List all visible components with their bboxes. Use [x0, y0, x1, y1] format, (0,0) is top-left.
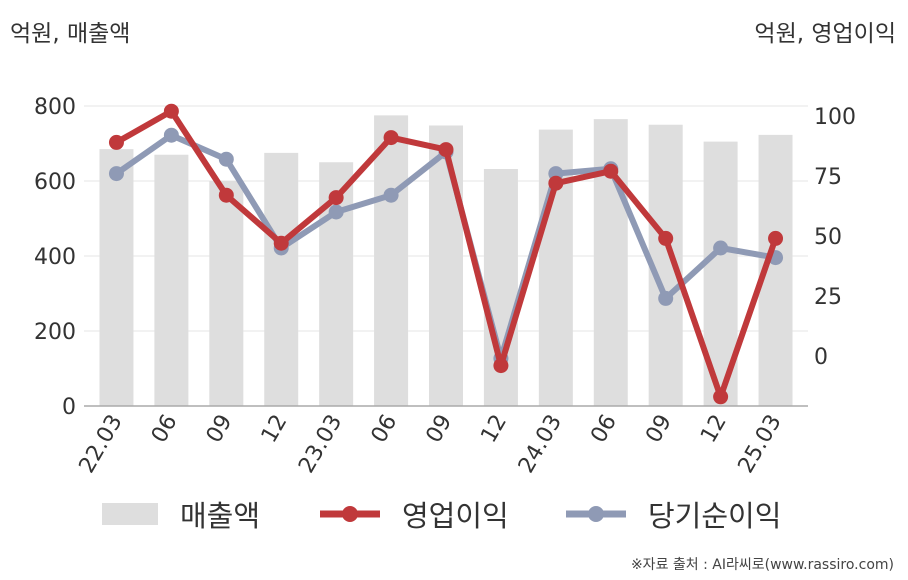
- revenue-bar: [154, 154, 189, 406]
- left-tick-label: 800: [34, 95, 76, 120]
- legend-swatch-operating: [320, 506, 380, 522]
- category-label: 09: [641, 411, 677, 448]
- operating-point: [328, 190, 344, 206]
- right-tick-label: 25: [814, 285, 842, 310]
- operating-point: [768, 230, 784, 246]
- legend-item-net[interactable]: 당기순이익: [566, 494, 781, 534]
- net-point: [658, 290, 674, 306]
- operating-point: [108, 134, 124, 150]
- left-tick-label: 600: [34, 170, 76, 195]
- operating-point: [603, 163, 619, 179]
- legend-item-operating[interactable]: 영업이익: [320, 494, 509, 534]
- right-tick-label: 75: [814, 165, 842, 190]
- right-tick-label: 0: [814, 345, 828, 370]
- right-tick-label: 50: [814, 225, 842, 250]
- operating-point: [218, 187, 234, 203]
- category-label: 06: [147, 411, 183, 448]
- category-label: 06: [586, 411, 622, 448]
- net-point: [713, 240, 729, 256]
- revenue-bar: [99, 149, 134, 406]
- legend-label-revenue: 매출액: [180, 499, 261, 533]
- operating-point: [438, 142, 454, 158]
- operating-point: [493, 358, 509, 374]
- category-label: 12: [476, 411, 512, 448]
- left-tick-label: 400: [34, 245, 76, 270]
- operating-point: [713, 389, 729, 405]
- operating-point: [273, 235, 289, 251]
- left-axis-unit: 억원, 매출액: [10, 21, 131, 47]
- operating-point: [548, 175, 564, 191]
- net-point: [108, 166, 124, 182]
- revenue-bar: [429, 125, 463, 406]
- left-tick-label: 200: [34, 320, 76, 345]
- chart-legend: 매출액 영업이익 당기순이익: [0, 494, 908, 534]
- legend-label-operating: 영업이익: [402, 499, 509, 533]
- left-tick-label: 0: [62, 395, 76, 420]
- net-point: [383, 187, 399, 203]
- right-axis-unit: 억원, 영업이익: [754, 21, 896, 47]
- category-label: 12: [696, 411, 732, 448]
- category-label: 06: [367, 411, 403, 448]
- operating-point: [383, 130, 399, 146]
- legend-label-net: 당기순이익: [648, 499, 782, 533]
- category-label: 24.03: [514, 411, 567, 478]
- category-label: 12: [257, 411, 293, 448]
- net-point: [163, 127, 179, 143]
- source-note: ※자료 출처 : AI라씨로(www.rassiro.com): [630, 557, 894, 573]
- legend-swatch-revenue: [102, 503, 158, 525]
- operating-point: [658, 230, 674, 246]
- operating-point: [163, 103, 179, 119]
- revenue-bar: [209, 181, 244, 406]
- legend-swatch-net: [566, 506, 626, 522]
- category-label: 23.03: [294, 411, 347, 478]
- legend-item-revenue[interactable]: 매출액: [102, 494, 260, 534]
- revenue-bar: [374, 115, 409, 406]
- category-label: 22.03: [75, 411, 128, 478]
- net-point: [218, 151, 234, 167]
- revenue-bar: [264, 152, 299, 406]
- category-label: 09: [202, 411, 238, 448]
- category-label: 25.03: [734, 411, 787, 478]
- category-label: 09: [422, 411, 458, 448]
- net-point: [328, 204, 344, 220]
- right-tick-label: 100: [814, 105, 856, 130]
